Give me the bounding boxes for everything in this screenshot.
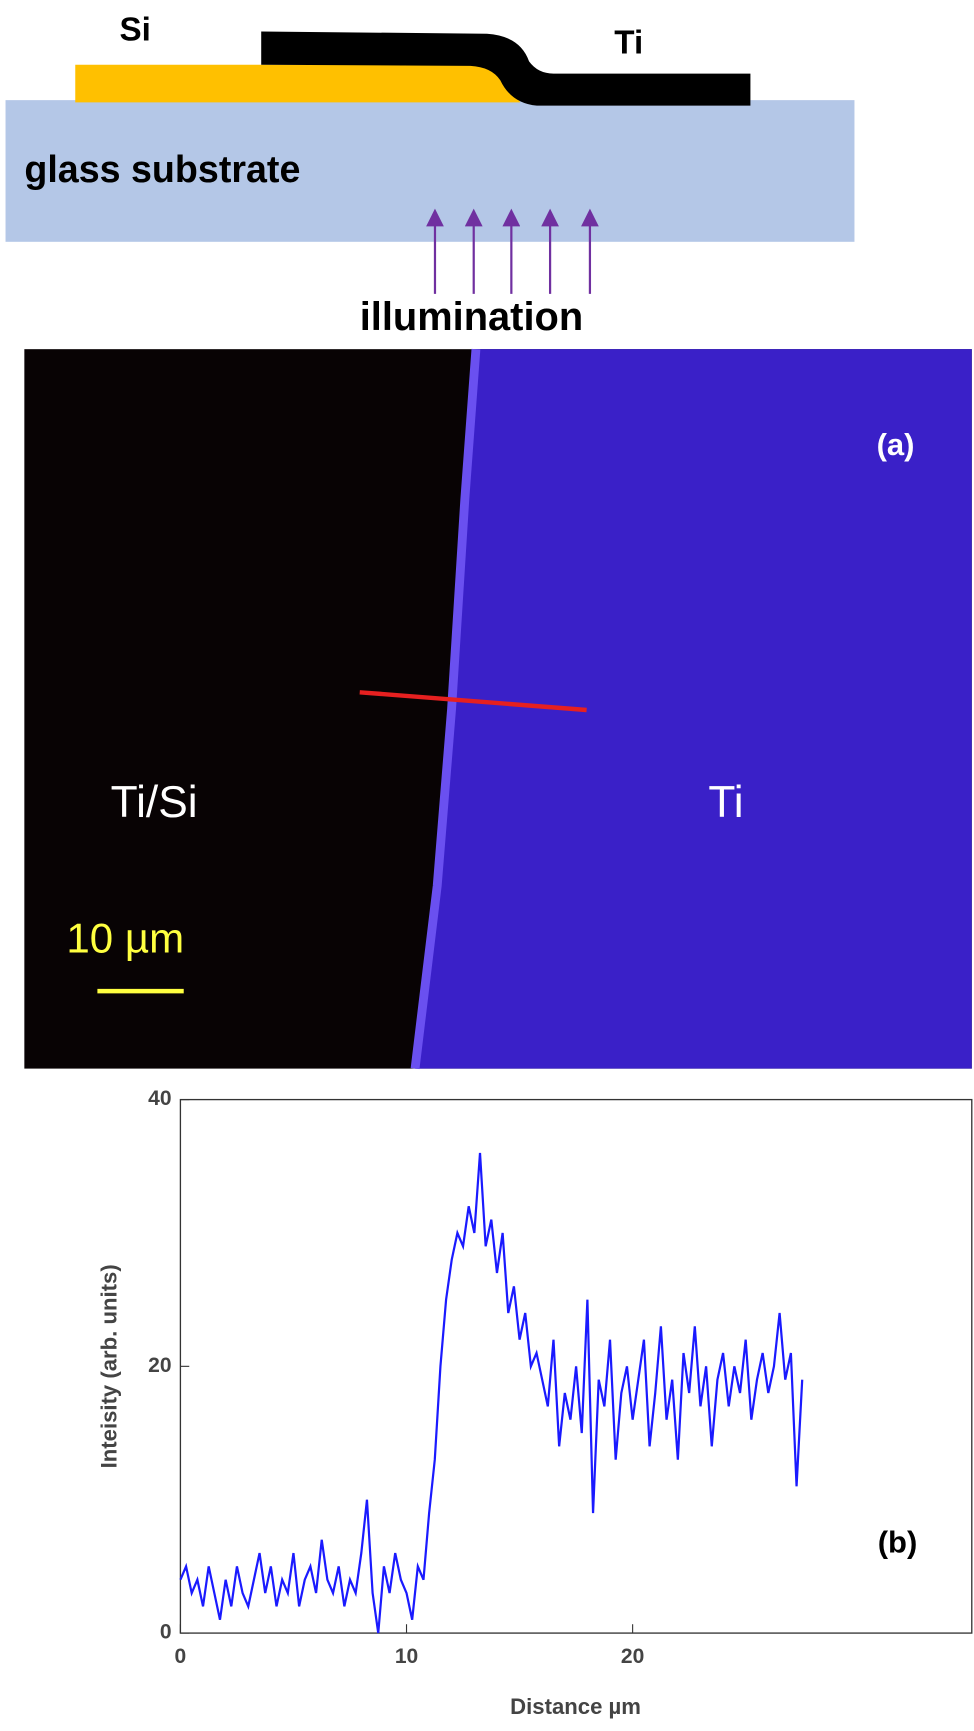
data-line xyxy=(179,1152,804,1634)
substrate-label: glass substrate xyxy=(24,148,300,190)
x-tick-label: 0 xyxy=(175,1645,187,1668)
illumination-arrows xyxy=(426,208,599,294)
si-label: Si xyxy=(120,11,151,48)
ti-region xyxy=(415,349,972,1069)
x-tick-label: 20 xyxy=(621,1645,644,1668)
illumination-label: illumination xyxy=(360,295,583,339)
panel-label: (b) xyxy=(878,1525,918,1560)
y-tick-label: 0 xyxy=(160,1621,172,1644)
region-label: Ti/Si xyxy=(111,778,198,827)
y-axis-label: Inteisity (arb. units) xyxy=(97,1264,122,1468)
profile-line xyxy=(359,690,587,713)
ti-layer xyxy=(261,31,751,106)
ti-label: Ti xyxy=(614,25,643,62)
si-layer xyxy=(75,64,521,103)
scale-label: 10 µm xyxy=(66,914,184,961)
x-tick-label: 10 xyxy=(395,1645,418,1668)
y-tick-label: 20 xyxy=(148,1354,171,1377)
edge xyxy=(410,348,481,1070)
region-label: Ti xyxy=(708,778,743,827)
panel-label: (a) xyxy=(877,427,915,462)
y-tick-label: 40 xyxy=(148,1087,171,1110)
x-axis-label: Distance µm xyxy=(510,1694,641,1719)
